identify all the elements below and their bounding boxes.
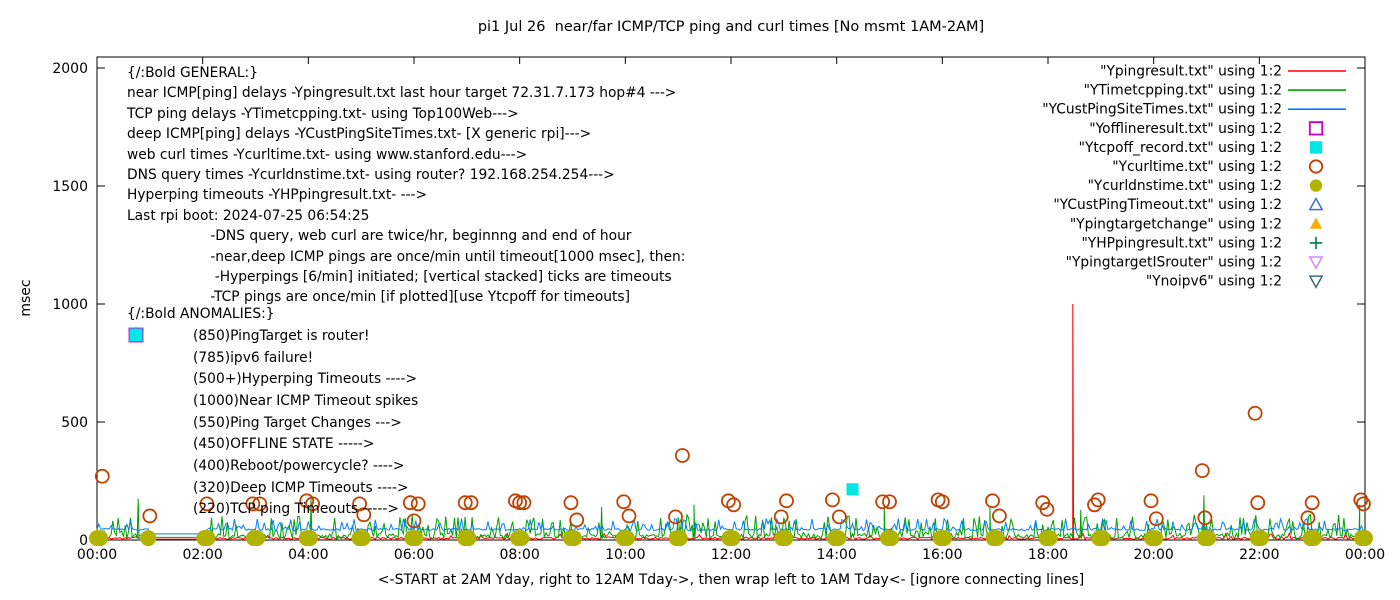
anomaly-note-text: (400)Reboot/powercycle? ---->: [193, 457, 405, 474]
x-tick-label: 18:00: [1028, 547, 1068, 563]
legend-item: "Yofflineresult.txt" using 1:2: [1089, 121, 1324, 137]
x-tick-label: 22:00: [1239, 547, 1279, 563]
svg-text:"YpingtargetISrouter" using 1:: "YpingtargetISrouter" using 1:2: [1066, 255, 1282, 271]
svg-text:"Yofflineresult.txt" using 1:2: "Yofflineresult.txt" using 1:2: [1089, 121, 1282, 137]
plot-frame: 00:00 02:00 04:00 06:00 08:00 10:00 12:00 14:00…: [52, 56, 1385, 563]
anomalies-title: {/:Bold ANOMALIES:}: [127, 306, 275, 322]
general-note-line: Last rpi boot: 2024-07-25 06:54:25: [127, 207, 370, 224]
anomaly-note-row: (400)Reboot/powercycle? ---->: [127, 455, 418, 477]
filled-square-icon: [129, 328, 143, 342]
x-tick-label: 16:00: [922, 547, 962, 563]
anomaly-note-row: (500+)Hyperping Timeouts ---->: [127, 328, 418, 390]
x-tick-label: 14:00: [816, 547, 856, 563]
plot-series: [89, 303, 1373, 547]
anomaly-note-text: (320)Deep ICMP Timeouts ---->: [193, 479, 409, 496]
chart-title: pi1 Jul 26 near/far ICMP/TCP ping and cu…: [478, 19, 984, 35]
x-tick-label: 10:00: [605, 547, 645, 563]
legend-item: "Ycurltime.txt" using 1:2: [1112, 159, 1324, 175]
anomaly-note-text: (500+)Hyperping Timeouts ---->: [193, 371, 418, 388]
anomaly-note-text: (220)TCP ping Timeouts ----->: [193, 501, 399, 518]
y-tick-label: 500: [61, 415, 88, 431]
legend-item: "YTimetcpping.txt" using 1:2: [1084, 83, 1346, 99]
anomaly-note-row: (850)PingTarget is router!: [127, 325, 418, 347]
general-note-line: near ICMP[ping] delays -Ypingresult.txt …: [127, 85, 677, 102]
x-tick-label: 06:00: [394, 547, 434, 563]
anomaly-note-row: (785)ipv6 failure!: [127, 329, 418, 369]
anomaly-note-text: (850)PingTarget is router!: [193, 327, 370, 344]
svg-text:"YCustPingSiteTimes.txt" using: "YCustPingSiteTimes.txt" using 1:2: [1042, 102, 1282, 118]
general-note-line: -TCP pings are once/min [if plotted][use…: [127, 289, 631, 306]
anomaly-note-row: (220)TCP ping Timeouts ----->: [127, 328, 418, 521]
x-tick-label: 12:00: [711, 547, 751, 563]
svg-text:"Ytcpoff_record.txt" using 1:2: "Ytcpoff_record.txt" using 1:2: [1079, 140, 1282, 156]
svg-text:"YCustPingTimeout.txt" using 1: "YCustPingTimeout.txt" using 1:2: [1053, 197, 1282, 213]
svg-text:"Ycurltime.txt" using 1:2: "Ycurltime.txt" using 1:2: [1112, 159, 1282, 175]
x-tick-label: 20:00: [1133, 547, 1173, 563]
svg-text:"Ynoipv6" using 1:2: "Ynoipv6" using 1:2: [1146, 274, 1282, 290]
anomaly-note-row: (550)Ping Target Changes --->: [127, 328, 418, 434]
series-Ytcpoff_record.txt: [846, 483, 859, 496]
general-note-line: -DNS query, web curl are twice/hr, begin…: [127, 228, 632, 245]
legend-item: "YHPpingresult.txt" using 1:2: [1081, 235, 1323, 251]
legend-item: "Ypingtargetchange" using 1:2: [1070, 216, 1323, 232]
x-axis-label: <-START at 2AM Yday, right to 12AM Tday-…: [378, 572, 1084, 588]
svg-text:"Ypingresult.txt" using 1:2: "Ypingresult.txt" using 1:2: [1100, 64, 1282, 80]
y-tick-label: 0: [79, 533, 88, 549]
anomaly-note-row: (1000)Near ICMP Timeout spikes: [127, 390, 418, 412]
general-note-line: -near,deep ICMP pings are once/min until…: [127, 248, 686, 265]
series-YCustPingSiteTimes.txt: [96, 517, 1366, 535]
legend-item: "YCustPingSiteTimes.txt" using 1:2: [1042, 102, 1346, 118]
x-tick-label: 02:00: [182, 547, 222, 563]
legend-item: "Ypingresult.txt" using 1:2: [1100, 64, 1346, 80]
y-axis-label: msec: [18, 279, 34, 316]
svg-text:"YTimetcpping.txt" using 1:2: "YTimetcpping.txt" using 1:2: [1084, 83, 1282, 99]
general-note-line: {/:Bold GENERAL:}: [127, 65, 258, 81]
legend-item: "YCustPingTimeout.txt" using 1:2: [1053, 196, 1324, 213]
general-note-line: DNS query times -Ycurldnstime.txt- using…: [127, 167, 615, 184]
legend-item: "YpingtargetISrouter" using 1:2: [1066, 255, 1324, 271]
y-tick-label: 1000: [52, 297, 88, 313]
general-note-line: -Hyperpings [6/min] initiated; [vertical…: [127, 269, 672, 286]
x-tick-label: 00:00: [77, 547, 117, 563]
anomaly-note-text: (1000)Near ICMP Timeout spikes: [193, 392, 419, 409]
y-tick-label: 2000: [52, 61, 88, 77]
general-note-line: TCP ping delays -YTimetcpping.txt- using…: [127, 105, 519, 122]
anomaly-note-text: (785)ipv6 failure!: [193, 349, 314, 366]
legend-item: "Ytcpoff_record.txt" using 1:2: [1079, 140, 1323, 156]
legend-item: "Ynoipv6" using 1:2: [1146, 274, 1324, 290]
legend: "Ypingresult.txt" using 1:2 "YTimetcpping…: [1042, 64, 1346, 290]
series-Ycurltime.txt: [94, 405, 1371, 529]
general-note-line: deep ICMP[ping] delays -YCustPingSiteTim…: [127, 126, 592, 143]
svg-text:"Ycurldnstime.txt" using 1:2: "Ycurldnstime.txt" using 1:2: [1088, 178, 1282, 194]
svg-text:"Ypingtargetchange" using 1:2: "Ypingtargetchange" using 1:2: [1070, 216, 1282, 232]
x-tick-label: 08:00: [499, 547, 539, 563]
series-Ycurldnstime.txt: [89, 530, 1373, 547]
anomaly-note-row: (450)OFFLINE STATE ----->: [127, 327, 418, 455]
legend-item: "Ycurldnstime.txt" using 1:2: [1088, 178, 1323, 194]
anomaly-note-text: (550)Ping Target Changes --->: [193, 414, 402, 431]
x-tick-label: 04:00: [288, 547, 328, 563]
y-tick-label: 1500: [52, 179, 88, 195]
anomaly-note-row: (320)Deep ICMP Timeouts ---->: [127, 326, 418, 499]
general-note-line: Hyperping timeouts -YHPpingresult.txt- -…: [127, 187, 428, 204]
general-notes: {/:Bold GENERAL:} near ICMP[ping] delays …: [127, 63, 685, 308]
x-tick-label: 00:00: [1345, 547, 1385, 563]
anomalies-notes: (850)PingTarget is router! (785)ipv6 fail…: [127, 325, 418, 520]
anomaly-note-text: (450)OFFLINE STATE ----->: [193, 436, 375, 453]
svg-text:"YHPpingresult.txt" using 1:2: "YHPpingresult.txt" using 1:2: [1081, 235, 1282, 251]
general-note-line: web curl times -Ycurltime.txt- using www…: [127, 146, 528, 163]
